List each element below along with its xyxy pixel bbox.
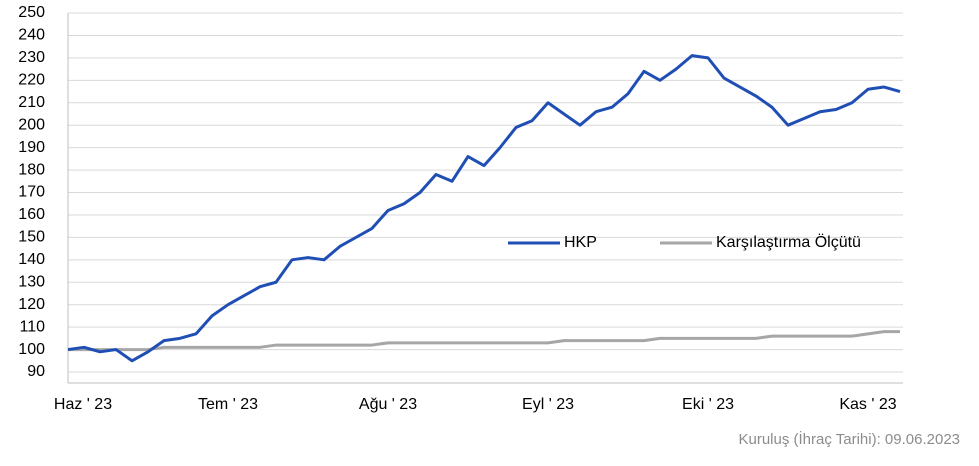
x-tick-label: Ağu ' 23 [359, 396, 417, 413]
x-tick-label: Tem ' 23 [198, 396, 258, 413]
y-tick-label: 220 [18, 72, 45, 89]
y-tick-label: 180 [18, 161, 45, 178]
series-line [68, 330, 900, 352]
y-tick-label: 100 [18, 341, 45, 358]
y-tick-label: 90 [27, 363, 45, 380]
footnote: Kuruluş (İhraç Tarihi): 09.06.2023 [738, 430, 960, 448]
x-tick-label: Eki ' 23 [682, 396, 734, 413]
legend-label: Karşılaştırma Ölçütü [716, 233, 861, 251]
x-tick-label: Kas ' 23 [839, 396, 896, 413]
y-tick-label: 240 [18, 27, 45, 44]
y-tick-label: 110 [19, 318, 45, 335]
y-tick-label: 130 [18, 273, 45, 290]
y-tick-label: 150 [18, 229, 45, 246]
x-tick-label: Eyl ' 23 [522, 396, 574, 413]
y-tick-label: 140 [18, 251, 45, 268]
y-tick-label: 170 [18, 184, 45, 201]
y-tick-label: 210 [18, 94, 45, 111]
y-tick-label: 160 [18, 206, 45, 223]
y-tick-label: 200 [18, 116, 45, 133]
legend-label: HKP [564, 234, 597, 251]
y-tick-label: 120 [18, 296, 45, 313]
series-line [67, 54, 901, 363]
x-tick-label: Haz ' 23 [54, 396, 112, 413]
y-tick-label: 250 [18, 4, 45, 21]
y-tick-label: 190 [18, 139, 45, 156]
y-tick-label: 230 [18, 49, 45, 66]
